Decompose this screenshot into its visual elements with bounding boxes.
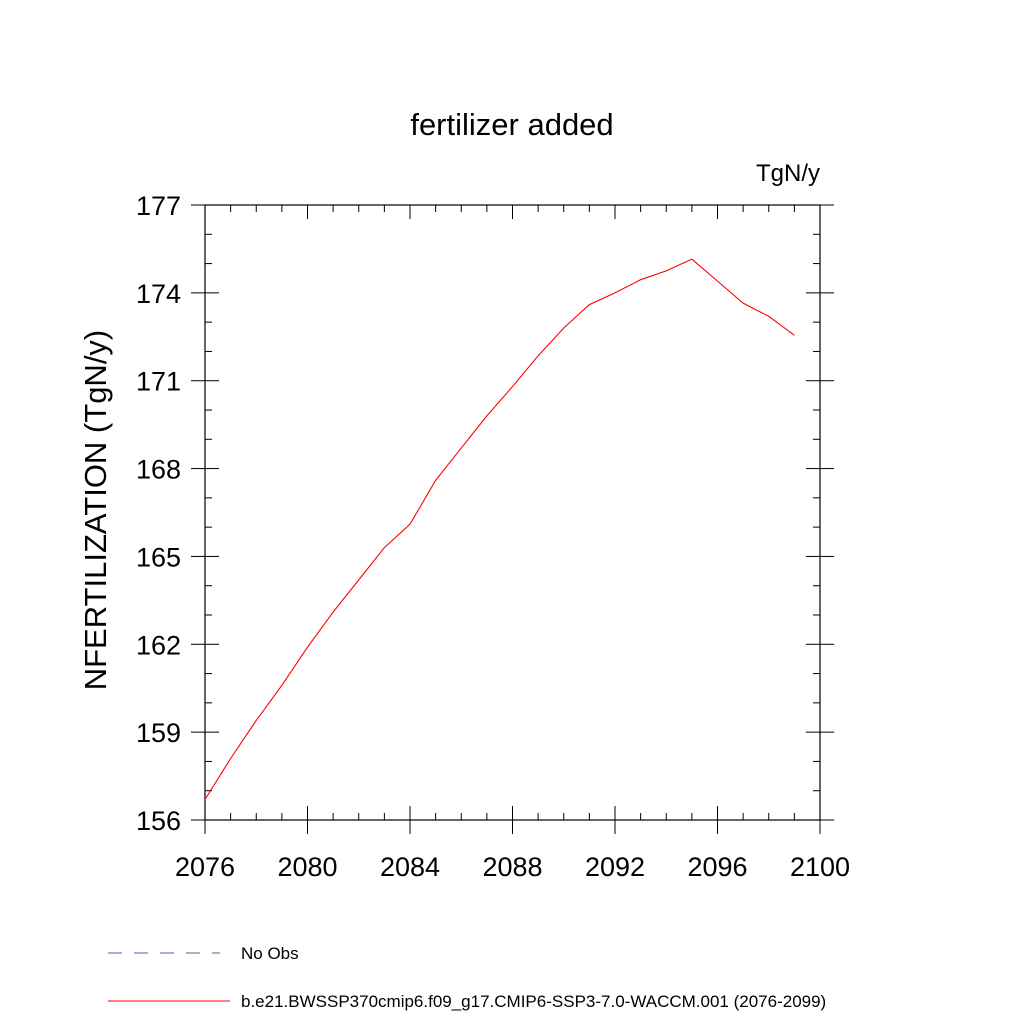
legend: No Obs b.e21.BWSSP370cmip6.f09_g17.CMIP6… — [108, 944, 826, 1011]
y-tick-label: 171 — [136, 367, 181, 397]
y-tick-label: 159 — [136, 718, 181, 748]
legend-label-no-obs: No Obs — [241, 944, 299, 963]
y-tick-label: 168 — [136, 455, 181, 485]
y-tick-label: 165 — [136, 542, 181, 572]
x-tick-label: 2092 — [585, 852, 645, 882]
y-tick-label: 156 — [136, 806, 181, 836]
legend-label-model-run: b.e21.BWSSP370cmip6.f09_g17.CMIP6-SSP3-7… — [241, 992, 826, 1011]
x-tick-label: 2088 — [482, 852, 542, 882]
units-label: TgN/y — [756, 160, 820, 187]
x-tick-label: 2096 — [687, 852, 747, 882]
y-tick-label: 162 — [136, 630, 181, 660]
x-tick-label: 2080 — [277, 852, 337, 882]
x-tick-label: 2084 — [380, 852, 440, 882]
series-lines — [204, 258, 795, 800]
x-axis-ticks: 2076 2080 2084 2088 2092 2096 2100 — [175, 205, 850, 882]
x-tick-label: 2076 — [175, 852, 235, 882]
y-tick-label: 174 — [136, 279, 181, 309]
series-line-1 — [204, 258, 795, 800]
y-axis-label: NFERTILIZATION (TgN/y) — [78, 330, 113, 691]
chart-title: fertilizer added — [410, 107, 613, 142]
y-tick-label: 177 — [136, 191, 181, 221]
y-axis-ticks: 156 159 162 165 168 171 174 177 — [136, 191, 834, 836]
x-tick-label: 2100 — [790, 852, 850, 882]
